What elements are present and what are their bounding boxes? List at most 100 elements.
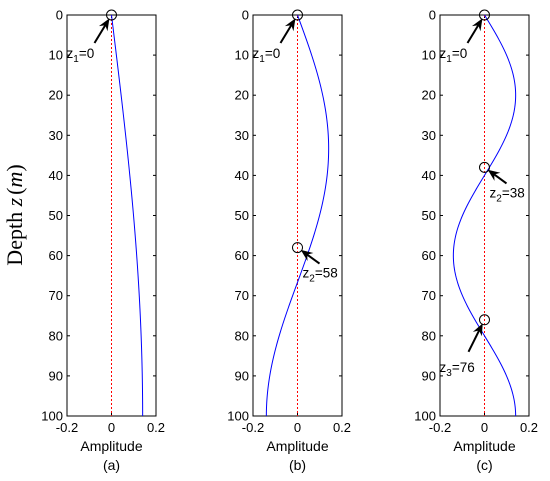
node-annotation-label: z2=58 xyxy=(303,266,338,285)
x-tick-label: -0.2 xyxy=(242,420,264,435)
annotation-arrow-shaft xyxy=(279,23,293,44)
y-tick-label: 10 xyxy=(422,48,436,63)
y-tick-label: 30 xyxy=(422,128,436,143)
node-marker xyxy=(292,9,303,21)
x-tick-label: -0.2 xyxy=(56,420,78,435)
x-axis-label: Amplitude xyxy=(266,438,328,454)
node-label-subscript: 2 xyxy=(309,274,315,285)
y-tick-label: 60 xyxy=(49,248,63,263)
node-marker xyxy=(292,242,303,254)
y-tick-label: 0 xyxy=(242,8,249,23)
y-tick-label: 30 xyxy=(49,128,63,143)
y-tick-label: 40 xyxy=(235,168,249,183)
node-label-subscript: 1 xyxy=(73,54,79,65)
node-label-value: =58 xyxy=(315,266,338,281)
x-axis-label: Amplitude xyxy=(453,438,515,454)
node-annotation-label: z1=0 xyxy=(67,46,95,65)
annotation-arrow-head xyxy=(284,18,296,32)
node-label-var: z xyxy=(440,360,447,375)
x-tick-label: 0 xyxy=(294,420,301,435)
y-tick-label: 90 xyxy=(422,368,436,383)
node-label-value: =76 xyxy=(452,360,475,375)
y-axis-label-unit-close: ) xyxy=(2,164,27,171)
y-tick-label: 100 xyxy=(227,409,249,424)
annotation-arrow-head xyxy=(471,18,483,32)
annotation-arrow-head xyxy=(98,18,110,32)
y-tick-label: 90 xyxy=(235,368,249,383)
y-tick-label: 50 xyxy=(235,208,249,223)
y-tick-label: 50 xyxy=(422,208,436,223)
node-label-subscript: 1 xyxy=(446,54,452,65)
annotation-arrow-shaft xyxy=(305,253,321,265)
node-label-value: =0 xyxy=(452,46,467,61)
node-label-value: =38 xyxy=(502,185,525,200)
x-tick-label: 0 xyxy=(481,420,488,435)
node-label-var: z xyxy=(440,46,447,61)
y-tick-label: 60 xyxy=(422,248,436,263)
panel-label: (a) xyxy=(103,457,120,473)
y-tick-label: 80 xyxy=(235,328,249,343)
y-tick-label: 10 xyxy=(49,48,63,63)
tick-group: 0 10 20 30 40 50 60 70 80 90 100-0.2 0 0.2 xyxy=(41,8,165,436)
panel-a: 0 10 20 30 40 50 60 70 80 90 100-0.2 0 0.2 z1=0 Ampl… xyxy=(41,8,165,474)
mode-shape-line xyxy=(452,14,517,417)
node-marker xyxy=(479,161,490,173)
node-markers: z1=0z2=58 xyxy=(253,9,338,285)
annotation-arrow-shaft xyxy=(466,23,480,44)
y-tick-label: 80 xyxy=(422,328,436,343)
panel-label: (c) xyxy=(476,457,492,473)
node-annotation-label: z1=0 xyxy=(440,46,468,65)
annotation-arrow-head xyxy=(472,323,483,337)
y-tick-label: 0 xyxy=(429,8,436,23)
node-marker xyxy=(479,314,490,326)
y-tick-label: 80 xyxy=(49,328,63,343)
tick-group: 0 10 20 30 40 50 60 70 80 90 100-0.2 0 0.2 xyxy=(227,8,351,436)
y-axis-label: Depth z (m) xyxy=(2,164,27,265)
annotation-arrow-shaft xyxy=(467,329,481,353)
y-tick-label: 10 xyxy=(235,48,249,63)
y-axis-label-var: z xyxy=(2,197,27,207)
y-tick-label: 100 xyxy=(414,409,436,424)
y-axis-label-main: Depth xyxy=(2,206,27,265)
y-tick-label: 90 xyxy=(49,368,63,383)
node-label-value: =0 xyxy=(79,46,94,61)
annotation-arrow-head xyxy=(487,169,501,181)
y-axis-label-unit-open: ( xyxy=(2,188,27,195)
y-tick-label: 0 xyxy=(56,8,63,23)
y-tick-label: 20 xyxy=(235,88,249,103)
y-tick-label: 20 xyxy=(49,88,63,103)
panel-b: 0 10 20 30 40 50 60 70 80 90 100-0.2 0 0.2 z1=0z2=58… xyxy=(227,8,351,474)
x-tick-label: 0.2 xyxy=(333,420,351,435)
y-tick-label: 60 xyxy=(235,248,249,263)
y-tick-label: 50 xyxy=(49,208,63,223)
y-tick-label: 40 xyxy=(49,168,63,183)
y-tick-label: 70 xyxy=(49,288,63,303)
y-tick-label: 40 xyxy=(422,168,436,183)
x-tick-label: 0.2 xyxy=(147,420,165,435)
node-annotation-label: z2=38 xyxy=(490,185,525,204)
annotation-arrow-head xyxy=(300,249,314,262)
y-tick-label: 70 xyxy=(422,288,436,303)
node-label-var: z xyxy=(303,266,310,281)
annotation-arrow-shaft xyxy=(93,23,107,44)
node-label-subscript: 3 xyxy=(446,368,452,379)
x-tick-label: 0.2 xyxy=(520,420,538,435)
y-axis-label-unit: m xyxy=(2,172,27,188)
x-axis-label: Amplitude xyxy=(80,438,142,454)
x-tick-label: -0.2 xyxy=(429,420,451,435)
node-annotation-label: z3=76 xyxy=(440,360,475,379)
mode-shape-line xyxy=(265,14,330,417)
mode-shape-line xyxy=(111,14,144,416)
y-tick-label: 30 xyxy=(235,128,249,143)
node-marker xyxy=(479,9,490,21)
y-tick-label: 70 xyxy=(235,288,249,303)
panel-label: (b) xyxy=(289,457,306,473)
node-markers: z1=0 xyxy=(67,9,117,65)
node-label-var: z xyxy=(490,185,497,200)
x-tick-label: 0 xyxy=(108,420,115,435)
node-marker xyxy=(106,9,117,21)
node-label-var: z xyxy=(67,46,74,61)
